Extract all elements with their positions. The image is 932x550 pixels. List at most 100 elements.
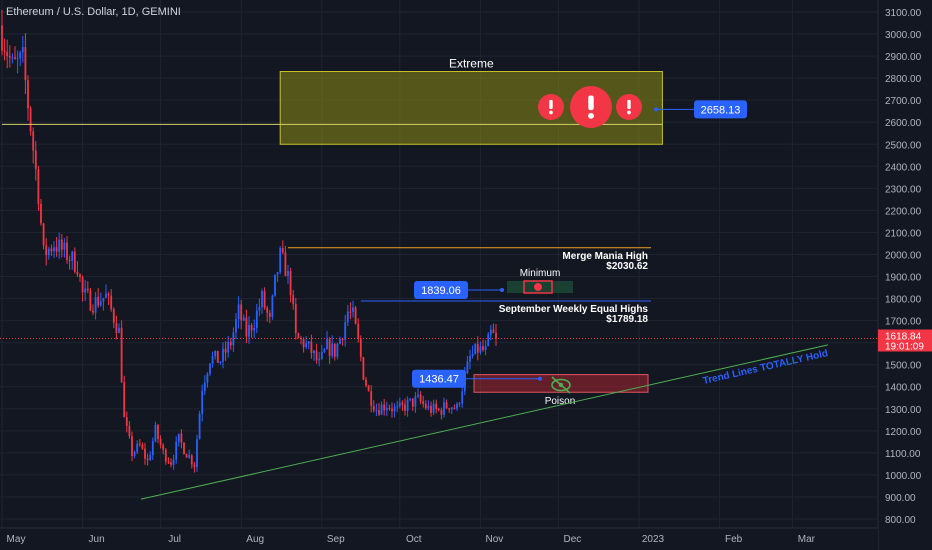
- candle[interactable]: [294, 297, 297, 340]
- candle[interactable]: [162, 443, 165, 455]
- candle[interactable]: [331, 335, 334, 359]
- candle[interactable]: [248, 316, 250, 344]
- candle[interactable]: [440, 407, 443, 420]
- candle[interactable]: [466, 356, 469, 375]
- candle[interactable]: [53, 241, 55, 259]
- candle[interactable]: [3, 38, 6, 61]
- candle[interactable]: [138, 439, 141, 447]
- candle[interactable]: [211, 351, 214, 368]
- candle[interactable]: [224, 341, 227, 361]
- candle[interactable]: [461, 386, 464, 408]
- candle[interactable]: [141, 442, 144, 450]
- candle[interactable]: [284, 245, 287, 277]
- candle[interactable]: [102, 297, 105, 311]
- candle[interactable]: [201, 384, 204, 422]
- candle[interactable]: [175, 436, 178, 464]
- candle[interactable]: [120, 320, 123, 383]
- candle[interactable]: [297, 332, 300, 339]
- candle[interactable]: [398, 397, 401, 409]
- candle[interactable]: [110, 289, 113, 312]
- candle[interactable]: [242, 314, 245, 322]
- candle[interactable]: [471, 345, 474, 359]
- candle[interactable]: [227, 336, 230, 358]
- candle[interactable]: [474, 343, 477, 355]
- candle[interactable]: [107, 291, 110, 306]
- candle[interactable]: [263, 287, 266, 310]
- candle[interactable]: [375, 403, 378, 416]
- candle[interactable]: [37, 165, 40, 211]
- candle[interactable]: [79, 273, 81, 282]
- candle[interactable]: [367, 384, 370, 392]
- candle[interactable]: [378, 403, 380, 417]
- candle[interactable]: [372, 400, 375, 413]
- candle[interactable]: [357, 318, 360, 343]
- candle[interactable]: [136, 440, 139, 455]
- candle[interactable]: [125, 411, 128, 433]
- candle[interactable]: [105, 284, 107, 299]
- candle[interactable]: [146, 453, 149, 466]
- candle[interactable]: [16, 50, 19, 74]
- candle[interactable]: [352, 300, 354, 318]
- candle[interactable]: [445, 399, 448, 410]
- candle[interactable]: [326, 330, 328, 350]
- candle[interactable]: [34, 141, 37, 181]
- candle[interactable]: [370, 385, 373, 413]
- candle[interactable]: [396, 400, 399, 413]
- time-axis[interactable]: May Jun Jul Aug Sep Oct Nov Dec 2023 Feb Mar: [0, 527, 878, 550]
- candle[interactable]: [349, 302, 352, 320]
- candle[interactable]: [362, 356, 365, 381]
- candle[interactable]: [188, 449, 191, 459]
- candle[interactable]: [92, 304, 94, 316]
- candle[interactable]: [81, 275, 84, 302]
- candle[interactable]: [45, 238, 48, 266]
- candle[interactable]: [14, 46, 16, 60]
- candle[interactable]: [489, 324, 492, 341]
- candle[interactable]: [336, 342, 339, 360]
- candle[interactable]: [206, 372, 209, 388]
- candle[interactable]: [8, 45, 11, 68]
- candle[interactable]: [313, 349, 315, 361]
- candle[interactable]: [279, 246, 282, 275]
- candle[interactable]: [427, 400, 430, 411]
- candle[interactable]: [307, 341, 310, 350]
- candle[interactable]: [209, 362, 211, 377]
- candle[interactable]: [354, 305, 357, 325]
- candle[interactable]: [219, 360, 222, 365]
- candle[interactable]: [276, 271, 279, 282]
- candle[interactable]: [391, 402, 393, 418]
- candle[interactable]: [479, 341, 482, 355]
- candle[interactable]: [383, 399, 386, 416]
- candle[interactable]: [86, 281, 89, 294]
- candle[interactable]: [180, 429, 183, 449]
- candle[interactable]: [359, 335, 362, 362]
- candle[interactable]: [333, 343, 336, 361]
- candle[interactable]: [131, 431, 133, 462]
- candle[interactable]: [318, 352, 321, 367]
- candle[interactable]: [84, 279, 87, 302]
- candle[interactable]: [476, 336, 479, 361]
- candle[interactable]: [50, 244, 53, 256]
- candle[interactable]: [164, 447, 167, 465]
- candle[interactable]: [453, 404, 456, 410]
- candle[interactable]: [380, 401, 383, 415]
- candle[interactable]: [469, 349, 471, 370]
- candle[interactable]: [432, 399, 435, 416]
- candle[interactable]: [66, 236, 68, 264]
- candle[interactable]: [159, 435, 162, 449]
- candle[interactable]: [339, 336, 341, 345]
- candle[interactable]: [320, 344, 323, 361]
- candle[interactable]: [216, 350, 219, 363]
- candle[interactable]: [419, 391, 422, 405]
- candle[interactable]: [76, 261, 79, 277]
- candle[interactable]: [71, 250, 74, 270]
- candle[interactable]: [99, 292, 102, 307]
- candle[interactable]: [281, 240, 284, 255]
- candle[interactable]: [123, 375, 126, 418]
- candle[interactable]: [27, 75, 29, 121]
- candle[interactable]: [346, 304, 349, 327]
- poison-callout[interactable]: 1436.47: [412, 369, 542, 388]
- candle[interactable]: [1, 10, 3, 56]
- candle[interactable]: [73, 247, 76, 274]
- candle[interactable]: [492, 323, 495, 334]
- candle[interactable]: [401, 400, 404, 411]
